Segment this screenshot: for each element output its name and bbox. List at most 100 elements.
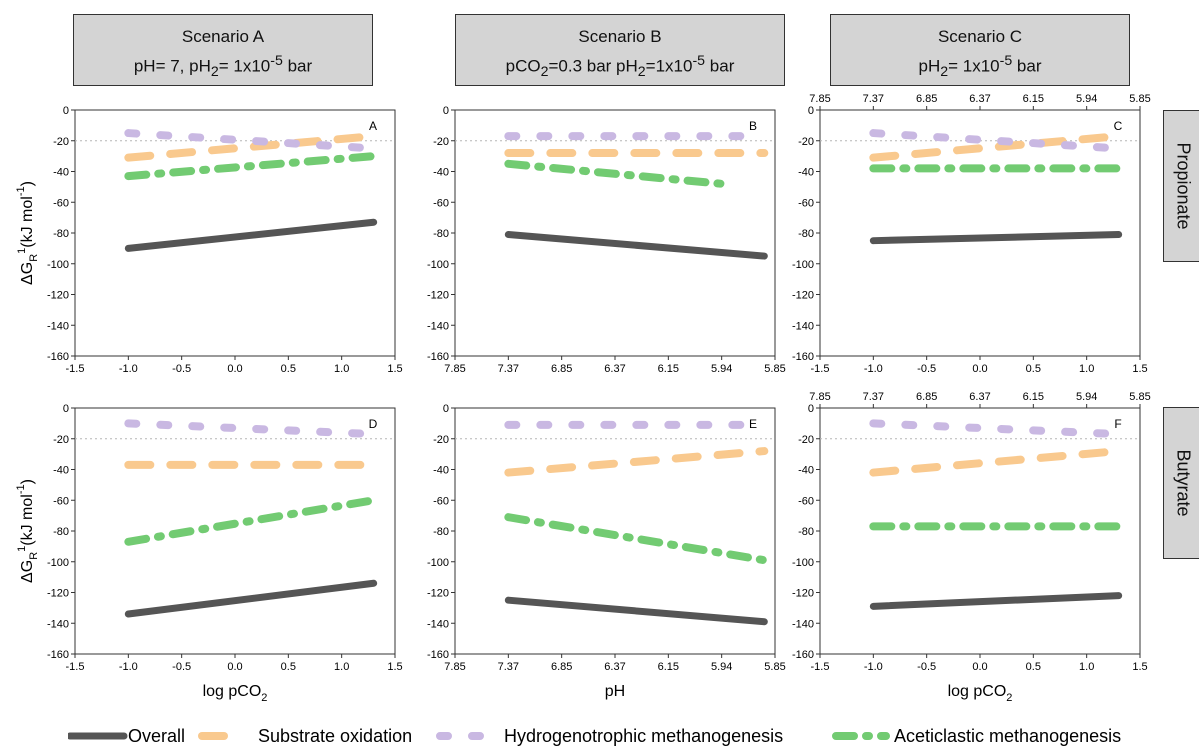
y-tick-label: -120 xyxy=(47,588,69,600)
series-hydro xyxy=(124,419,378,439)
x-tick-label: 1.0 xyxy=(1079,661,1094,673)
row-label-propionate: Propionate xyxy=(1163,110,1199,262)
series-overall xyxy=(869,231,1123,245)
y-tick-label: -140 xyxy=(792,320,814,332)
top-tick-label: 6.15 xyxy=(1023,93,1044,105)
plot-frame xyxy=(454,109,776,357)
panel-letter: C xyxy=(1114,119,1123,133)
y-tick-label: 0 xyxy=(808,403,814,415)
y-tick-label: -20 xyxy=(798,434,814,446)
panel-c: 0 -20 -40 -60 -80 -100 -120 -140 -160-1.5 -1.0 -0.… xyxy=(792,93,1151,375)
chart-area: 0-20-40-60-80-100-120-140-160-1.5 -1.0 -0.… xyxy=(15,93,1151,704)
x-tick-label: 1.0 xyxy=(334,363,349,375)
y-tick-label: -160 xyxy=(427,351,449,363)
x-axis-label: log pCO2 xyxy=(948,683,1013,704)
y-tick-label: -140 xyxy=(47,320,69,332)
legend: Overall Substrate oxidation Hydrogenotroph… xyxy=(68,726,1121,746)
y-tick-label: -20 xyxy=(53,136,69,148)
x-tick-label: 1.0 xyxy=(1079,363,1094,375)
x-tick-label: 0.0 xyxy=(227,661,242,673)
x-tick-label: -0.5 xyxy=(172,363,191,375)
y-tick-label: -80 xyxy=(53,228,69,240)
x-axis-label: pH xyxy=(605,683,625,700)
top-tick-label: 6.15 xyxy=(1023,391,1044,403)
panel-letter: D xyxy=(369,417,378,431)
x-tick-label: 7.85 xyxy=(444,661,465,673)
header-subtitle: pH= 7, pH2= 1x10-5 bar xyxy=(133,53,313,81)
x-tick-label: 6.85 xyxy=(551,363,572,375)
y-tick-label: -80 xyxy=(433,526,449,538)
top-tick-label: 6.37 xyxy=(969,93,990,105)
series-acetic xyxy=(124,496,378,546)
y-tick-label: -160 xyxy=(427,649,449,661)
row-label-butyrate: Butyrate xyxy=(1163,407,1199,559)
panel-letter: A xyxy=(369,119,377,133)
y-tick-label: -60 xyxy=(798,495,814,507)
y-tick-label: -160 xyxy=(792,351,814,363)
top-tick-label: 6.85 xyxy=(916,391,937,403)
y-label-sup: -1 xyxy=(15,484,27,494)
y-tick-label: -20 xyxy=(433,434,449,446)
header-scenario-a: Scenario A pH= 7, pH2= 1x10-5 bar xyxy=(73,14,373,86)
panel-d: 0 -20 -40 -60 -80 -100 -120 -140 -160-1.5 -1.0 -0.… xyxy=(15,403,403,704)
y-tick-label: -60 xyxy=(53,197,69,209)
x-tick-label: -0.5 xyxy=(172,661,191,673)
y-label-main: ΔG xyxy=(19,560,36,583)
top-tick-label: 7.37 xyxy=(863,93,884,105)
x-tick-label: 1.0 xyxy=(334,661,349,673)
top-tick-label: 7.85 xyxy=(809,391,830,403)
y-tick-label: -140 xyxy=(427,320,449,332)
y-label-sup: -1 xyxy=(15,186,27,196)
plot-frame xyxy=(74,407,396,655)
y-tick-label: -120 xyxy=(47,290,69,302)
top-tick-label: 6.85 xyxy=(916,93,937,105)
y-tick-label: -40 xyxy=(433,167,449,179)
x-tick-label: 6.37 xyxy=(604,363,625,375)
y-tick-label: -140 xyxy=(427,618,449,630)
x-label-main: log pCO xyxy=(948,683,1007,700)
top-tick-label: 6.37 xyxy=(969,391,990,403)
y-label-main: ΔG xyxy=(19,262,36,285)
series-overall xyxy=(504,596,768,626)
y-tick-label: -100 xyxy=(792,259,814,271)
header-scenario-c: Scenario C pH2= 1x10-5 bar xyxy=(830,14,1130,86)
y-label-mid: (kJ mol xyxy=(19,196,36,248)
y-tick-label: -60 xyxy=(433,197,449,209)
y-tick-label: -100 xyxy=(427,557,449,569)
y-tick-label: -100 xyxy=(427,259,449,271)
top-tick-label: 7.37 xyxy=(863,391,884,403)
y-tick-label: 0 xyxy=(808,105,814,117)
x-tick-label: 5.85 xyxy=(764,363,785,375)
y-tick-label: -80 xyxy=(433,228,449,240)
series-substrate xyxy=(869,447,1123,477)
y-tick-label: -80 xyxy=(798,526,814,538)
y-tick-label: -100 xyxy=(47,557,69,569)
y-label-sub: R xyxy=(28,552,40,560)
series-acetic xyxy=(504,513,769,565)
x-tick-label: 0.0 xyxy=(972,661,987,673)
panel-letter: B xyxy=(749,119,757,133)
x-tick-label: 0.0 xyxy=(972,363,987,375)
y-tick-label: -160 xyxy=(47,649,69,661)
x-tick-label: -1.0 xyxy=(864,661,883,673)
y-tick-label: -60 xyxy=(798,197,814,209)
x-tick-label: 6.37 xyxy=(604,661,625,673)
series-substrate xyxy=(504,447,769,477)
y-axis-label: ΔGR1(kJ mol-1) xyxy=(15,181,40,285)
series-acetic xyxy=(504,159,726,188)
panel-a: 0 -20 -40 -60 -80 -100 -120 -140 -160-1.5 -1.0 -0.… xyxy=(15,105,403,375)
x-tick-label: -1.0 xyxy=(119,661,138,673)
x-tick-label: 1.5 xyxy=(387,363,402,375)
series-substrate xyxy=(124,132,378,162)
series-hydro xyxy=(124,129,378,153)
y-axis-label: ΔGR1(kJ mol-1) xyxy=(15,479,40,583)
y-label-end: ) xyxy=(19,181,36,186)
panel-f: 0 -20 -40 -60 -80 -100 -120 -140 -160-1.5 -1.0 -0.… xyxy=(792,391,1151,704)
x-tick-label: 1.5 xyxy=(387,661,402,673)
x-tick-label: 5.85 xyxy=(764,661,785,673)
series-overall xyxy=(504,231,768,260)
top-tick-label: 5.85 xyxy=(1129,391,1150,403)
y-label-sub: R xyxy=(28,254,40,262)
x-tick-label: -1.0 xyxy=(119,363,138,375)
y-tick-label: -100 xyxy=(47,259,69,271)
